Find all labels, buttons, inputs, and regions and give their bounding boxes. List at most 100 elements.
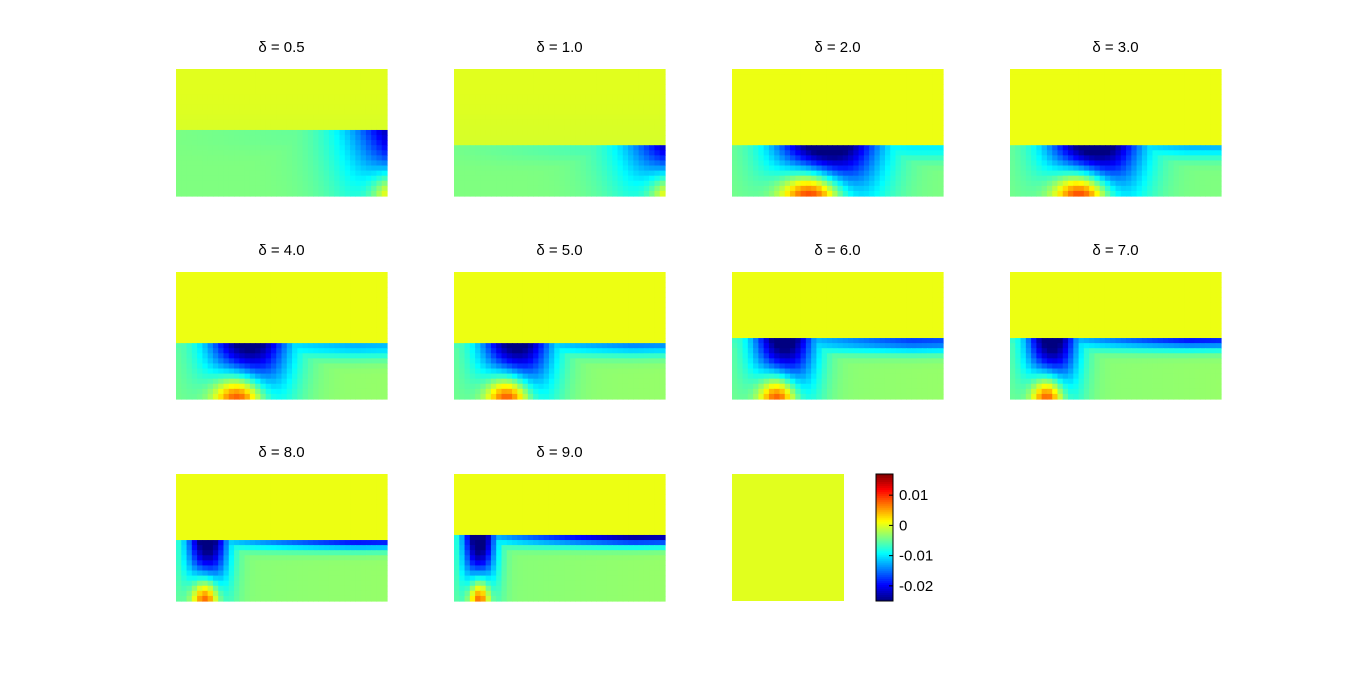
heatmap-cell [365,292,372,298]
heatmap-cell [281,292,288,298]
heatmap-cell [638,94,645,101]
heatmap-cell [286,160,293,167]
heatmap-cell [1083,129,1090,136]
heatmap-cell [606,150,613,156]
heatmap-cell [249,312,256,319]
heatmap-cell [339,180,346,187]
heatmap-cell [218,297,225,304]
heatmap-cell [197,114,203,121]
heatmap-cell [554,135,561,141]
heatmap-cell [890,145,897,151]
heatmap-cell [863,114,870,121]
heatmap-cell [1015,145,1022,151]
heatmap-cell [932,99,939,106]
heatmap-cell [334,353,341,359]
heatmap-cell [737,135,744,141]
heatmap-cell [480,145,487,151]
heatmap-cell [564,165,571,172]
heatmap-cell [1157,170,1164,177]
heatmap-cell [350,388,356,395]
heatmap-cell [181,180,188,187]
heatmap-cell [286,322,293,329]
heatmap-cell [297,363,304,370]
heatmap-cell [350,135,356,141]
heatmap-cell [228,140,235,146]
heatmap-cell [202,94,209,101]
heatmap-cell [533,140,540,146]
heatmap-cell [197,363,203,370]
heatmap-cell [249,378,256,385]
heatmap-cell [884,99,891,106]
heatmap-cell [223,180,230,187]
heatmap-cell [475,175,481,182]
heatmap-cell [302,383,309,390]
heatmap-cell [360,104,367,111]
heatmap-cell [1131,109,1138,116]
heatmap-cell [1126,145,1132,151]
heatmap-cell [580,79,587,85]
heatmap-cell [485,150,492,156]
heatmap-cell [286,180,293,187]
heatmap-cell [307,292,314,298]
heatmap-cell [207,104,214,111]
heatmap-cell [202,332,209,339]
heatmap-cell [255,282,262,288]
heatmap-cell [186,180,193,187]
heatmap-cell [186,185,193,192]
heatmap-cell [328,358,335,365]
heatmap-cell [297,69,304,75]
heatmap-cell [784,124,791,131]
heatmap-cell [313,160,320,167]
heatmap-cell [212,74,219,80]
heatmap-cell [832,124,839,131]
heatmap-cell [848,79,854,85]
heatmap-cell [1057,109,1064,116]
heatmap-cell [758,124,765,131]
heatmap-cell [480,150,487,156]
heatmap-cell [575,150,582,156]
heatmap-cell [223,327,230,334]
heatmap-cell [265,124,272,131]
heatmap-cell [339,353,346,359]
heatmap-cell [323,348,330,354]
heatmap-cell [768,165,775,172]
heatmap-cell [1194,170,1201,177]
heatmap-cell [186,84,193,90]
heatmap-cell [1178,150,1185,156]
heatmap-cell [202,155,209,162]
heatmap-cell [606,129,613,136]
heatmap-cell [339,129,346,136]
heatmap-cell [570,74,576,80]
heatmap-cell [596,170,603,177]
heatmap-cell [328,165,335,172]
heatmap-cell [276,338,283,344]
heatmap-cell [1115,74,1122,80]
heatmap-cell [1110,94,1117,101]
heatmap-cell [858,119,865,126]
heatmap-cell [848,140,854,146]
heatmap-cell [334,297,341,304]
heatmap-cell [339,94,346,101]
heatmap-cell [622,175,629,182]
heatmap-cell [533,175,540,182]
heatmap-cell [313,175,320,182]
heatmap-cell [932,74,939,80]
heatmap-cell [260,74,267,80]
heatmap-cell [585,165,592,172]
heatmap-cell [570,150,576,156]
heatmap-cell [1094,74,1101,80]
heatmap-cell [774,185,781,192]
heatmap-cell [328,277,335,283]
heatmap-cell [848,99,854,106]
heatmap-cell [207,307,214,314]
heatmap-cell [863,135,870,141]
heatmap-cell [328,145,335,151]
heatmap-cell [376,114,383,121]
heatmap-cell [1078,155,1085,162]
heatmap-cell [805,140,812,146]
heatmap-cell [737,94,744,101]
heatmap-cell [197,155,203,162]
heatmap-cell [643,190,650,197]
heatmap-cell [869,160,876,167]
heatmap-cell [1120,175,1127,182]
